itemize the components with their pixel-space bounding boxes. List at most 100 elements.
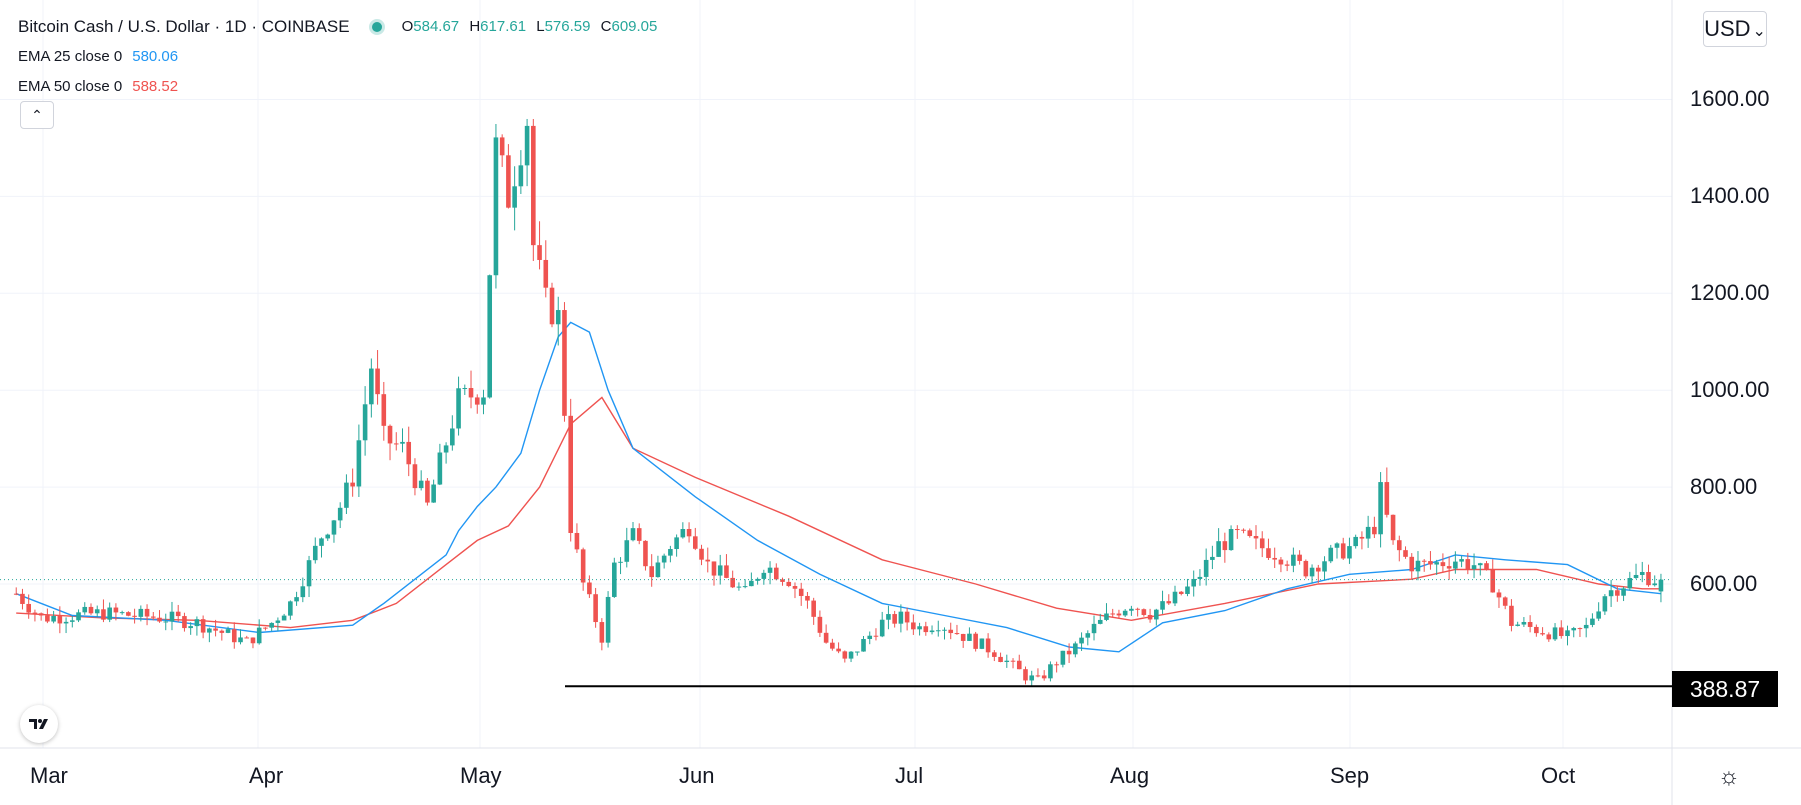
candle-body [468,388,474,398]
candle-body [369,368,374,405]
candle-body [175,611,181,617]
candle-body [1359,536,1365,539]
candle-body [1010,660,1016,662]
candle-body [32,612,38,614]
candle-body [45,615,50,622]
currency-select[interactable]: USD ⌄ [1703,11,1767,47]
candle-body [649,566,654,578]
chart-legend: Bitcoin Cash / U.S. Dollar · 1D · COINBA… [18,12,657,102]
candle-body [1303,560,1309,577]
candle-body [1210,556,1215,560]
candle-body [693,536,698,549]
candle-body [57,616,63,624]
currency-label: USD [1704,16,1751,41]
candle-body [1253,536,1259,539]
candle-body [1446,566,1452,569]
symbol-row[interactable]: Bitcoin Cash / U.S. Dollar · 1D · COINBA… [18,12,657,42]
candle-body [580,549,586,583]
candle-body [1016,660,1022,670]
candle-body [1297,554,1302,561]
candle-body [1608,590,1614,597]
candle-body [1353,536,1358,547]
x-tick-label: May [460,763,502,788]
candle-body [973,633,978,649]
candle-body [70,620,75,622]
candle-body [238,637,243,643]
candle-body [1453,561,1458,569]
candle-body [1552,627,1558,640]
candle-body [1558,627,1564,637]
candle-body [792,586,798,589]
candle-body [954,633,960,635]
candle-body [312,545,318,561]
candle-body [618,561,623,563]
candle-body [431,484,436,503]
candle-body [76,612,81,621]
candle-body [219,630,225,633]
candle-body [549,287,555,325]
candle-body [337,507,343,521]
candle-body [481,397,486,405]
candle-body [1639,571,1645,575]
ema-50-legend[interactable]: EMA 50 close 0 588.52 [18,72,657,102]
candle-body [107,607,112,620]
candle-body [1023,669,1028,681]
candle-body [624,540,630,562]
candle-body [867,635,873,640]
candle-body [132,615,137,617]
gear-icon[interactable]: ☼ [1718,763,1740,790]
collapse-legend-button[interactable]: ⌃ [20,101,54,129]
candle-body [923,626,929,633]
candle-body [1197,576,1203,579]
candle-body [443,445,449,453]
symbol-title[interactable]: Bitcoin Cash / U.S. Dollar · 1D · COINBA… [18,17,350,36]
x-tick-label: Mar [30,763,68,788]
candle-body [886,614,891,620]
y-tick-label: 1400.00 [1690,183,1770,208]
candle-body [1228,529,1234,551]
candle-body [101,609,106,620]
candle-body [350,482,355,487]
candle-body [593,594,598,623]
candle-body [1378,482,1383,535]
support-price-label: 388.87 [1672,671,1778,707]
candle-body [163,621,169,623]
candle-body [1328,547,1334,562]
candle-body [1216,541,1221,557]
overlay-group [0,579,1672,688]
y-tick-label: 600.00 [1690,571,1758,596]
candle-body [1235,529,1240,531]
candle-body [911,622,916,630]
candle-body [998,656,1003,663]
candle-body [705,559,711,562]
candle-body [319,538,324,546]
candle-body [1079,637,1084,644]
candle-body [1129,608,1134,611]
candle-body [612,562,617,597]
candle-body [1041,675,1047,679]
candle-body [1633,574,1639,579]
candle-body [406,441,412,465]
candle-body [892,614,897,624]
ema-25-legend[interactable]: EMA 25 close 0 580.06 [18,42,657,72]
candle-body [512,186,517,208]
candle-body [543,259,549,288]
candle-body [250,637,256,644]
candle-body [38,613,44,616]
candle-body [1521,622,1527,625]
candle-body [437,452,443,485]
candle-body [1428,561,1433,565]
candle-body [1540,633,1545,635]
tradingview-logo-icon[interactable] [20,705,58,743]
candle-body [1309,567,1315,577]
candle-body [537,245,542,260]
candle-body [88,606,94,614]
x-tick-label: Sep [1330,763,1370,788]
candle-body [1135,608,1140,610]
y-tick-label: 1000.00 [1690,377,1770,402]
x-tick-label: Apr [249,763,284,788]
x-tick-label: Jul [895,763,924,788]
candle-body [830,642,835,649]
